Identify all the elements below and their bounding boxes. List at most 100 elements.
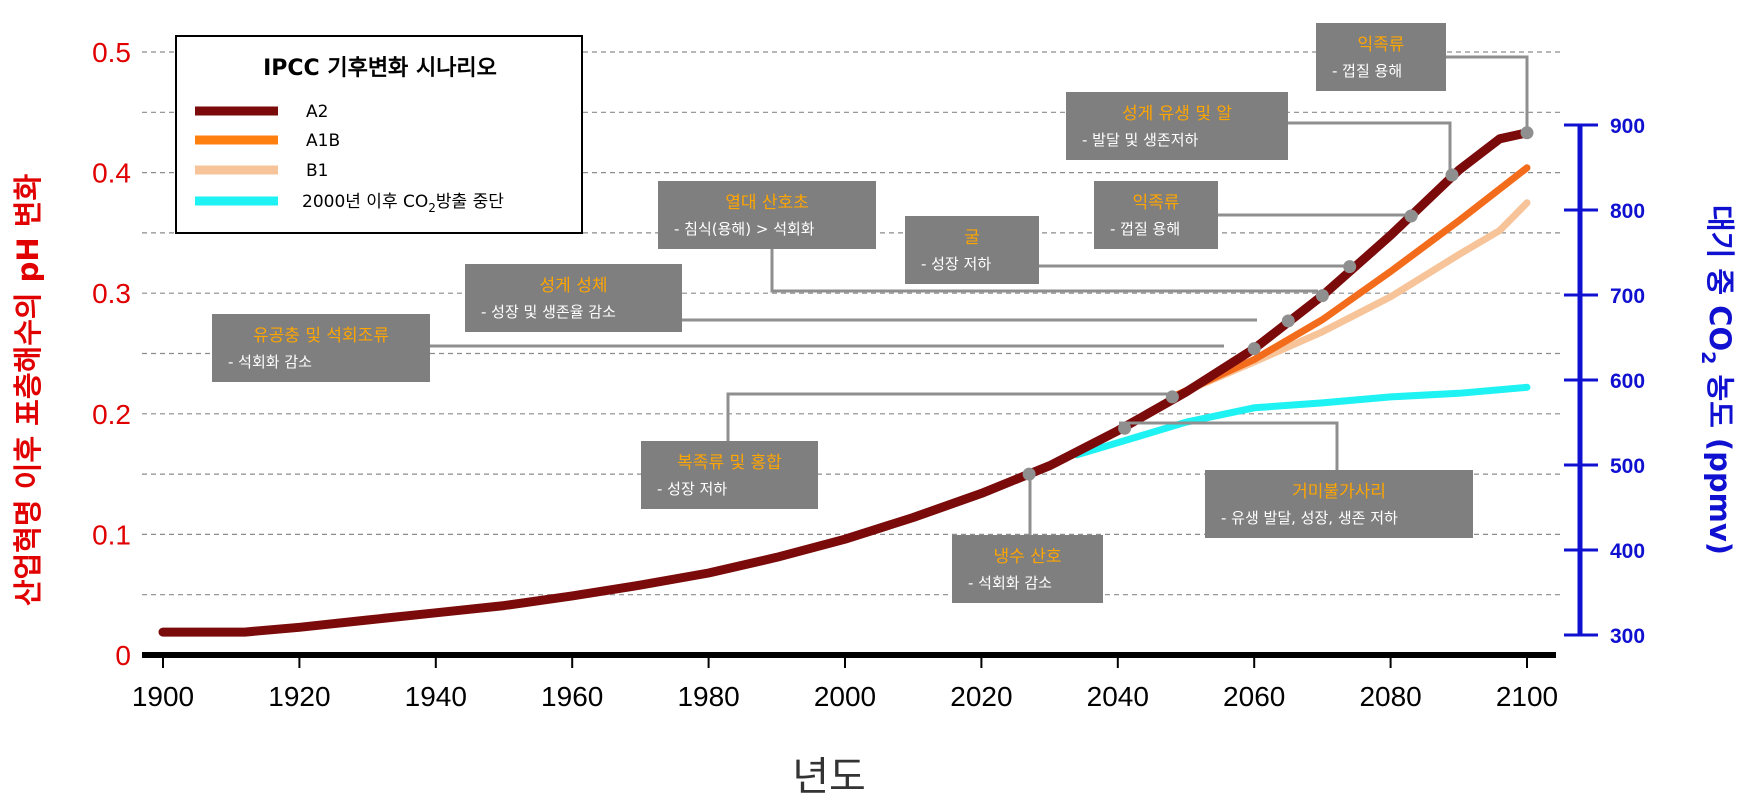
y-axis-label-right-sub: 2 — [1697, 351, 1719, 364]
x-tick-label: 1980 — [677, 681, 739, 712]
annotation-title: 굴 — [964, 228, 980, 248]
annotation-title: 유공충 및 석회조류 — [253, 326, 389, 346]
y-right-tick-label: 500 — [1610, 455, 1645, 478]
x-axis-label: 년도 — [792, 754, 866, 800]
annotation-box-bg — [952, 535, 1103, 603]
y-left-tick-label: 0.1 — [92, 519, 131, 550]
annotation-subtitle: - 석회화 감소 — [228, 353, 312, 371]
annotation-leader-line — [1288, 121, 1452, 178]
annotation-subtitle: - 껍질 용해 — [1332, 62, 1402, 80]
annotation-marker — [1520, 126, 1534, 140]
annotation-title: 성게 성체 — [540, 276, 608, 296]
x-tick-label: 2000 — [814, 681, 876, 712]
annotation-leader-line — [770, 249, 1318, 293]
annotation-subtitle: - 침식(용해) > 석회화 — [674, 220, 815, 238]
x-tick-label: 2040 — [1087, 681, 1149, 712]
y-right-tick-label: 800 — [1610, 200, 1645, 223]
legend-title: IPCC 기후변화 시나리오 — [263, 56, 497, 81]
annotation-box: 성게 성체 - 성장 및 생존율 감소 — [465, 264, 682, 332]
annotation-marker — [1404, 209, 1418, 223]
annotation-title: 냉수 산호 — [994, 547, 1062, 567]
legend-label: B1 — [306, 161, 328, 181]
x-tick-label: 1920 — [268, 681, 330, 712]
axes: 1900 1920 1940 1960 1980 2000 2020 2040 2060 2080… — [92, 37, 1645, 712]
x-tick-label: 1960 — [541, 681, 603, 712]
annotation-title: 거미불가사리 — [1292, 482, 1386, 502]
y-right-tick-label: 700 — [1610, 285, 1645, 308]
y-left-tick-label: 0.4 — [92, 158, 131, 189]
annotation-box: 유공충 및 석회조류 - 석회화 감소 — [212, 314, 430, 382]
legend: IPCC 기후변화 시나리오 A2 A1B B1 2000년 이후 CO2방출 중단 — [175, 35, 583, 234]
annotation-box-bg — [1094, 181, 1218, 249]
y-axis-label-right-text: 대기 중 CO2 농도 (ppmv) — [1697, 205, 1737, 555]
annotation-box: 거미불가사리 - 유생 발달, 성장, 생존 저하 — [1205, 470, 1473, 538]
annotation-box-bg — [905, 216, 1039, 284]
annotation-leader-line — [726, 392, 1170, 441]
annotation-marker — [1315, 289, 1329, 303]
annotation-box-bg — [641, 441, 818, 509]
y-right-tick-label: 400 — [1610, 540, 1645, 563]
annotation-subtitle: - 성장 및 생존율 감소 — [481, 303, 616, 321]
legend-label-suffix: 방출 중단 — [436, 192, 504, 212]
annotation-leader-line — [1446, 55, 1529, 131]
annotation-box: 성게 유생 및 알 - 발달 및 생존저하 — [1066, 92, 1288, 160]
annotation-title: 열대 산호초 — [725, 193, 809, 213]
legend-label-part: 2000년 이후 CO — [302, 192, 428, 212]
annotation-box-bg — [1316, 23, 1446, 91]
annotation-box: 열대 산호초 - 침식(용해) > 석회화 — [658, 181, 876, 249]
annotation-subtitle: - 석회화 감소 — [968, 574, 1052, 592]
annotation-title: 성게 유생 및 알 — [1122, 104, 1232, 124]
annotation-marker — [1022, 467, 1036, 481]
annotation-box-bg — [212, 314, 430, 382]
annotation-leader-line — [1119, 421, 1339, 470]
annotation-title: 익족류 — [1358, 35, 1405, 55]
y-axis-label-right: 대기 중 CO2 농도 (ppmv) — [1697, 205, 1737, 555]
annotation-marker — [1445, 168, 1459, 182]
annotation-marker — [1343, 260, 1357, 274]
y-left-tick-label: 0.2 — [92, 399, 131, 430]
annotation-marker — [1165, 390, 1179, 404]
legend-label: A1B — [306, 131, 340, 151]
x-tick-label: 1940 — [405, 681, 467, 712]
annotation-box: 복족류 및 홍합 - 성장 저하 — [641, 441, 818, 509]
x-tick-label: 2020 — [950, 681, 1012, 712]
annotation-box: 익족류 - 껍질 용해 — [1094, 181, 1218, 249]
annotation-subtitle: - 유생 발달, 성장, 생존 저하 — [1221, 509, 1398, 527]
series-line-2000년 이후 CO2방출 중단 — [1073, 383, 1531, 459]
annotation-marker — [1281, 314, 1295, 328]
annotation-title: 복족류 및 홍합 — [677, 453, 782, 473]
x-tick-label: 2080 — [1359, 681, 1421, 712]
y-axis-label-right-part2: 농도 (ppmv) — [1703, 364, 1737, 555]
legend-entries: A2 A1B B1 2000년 이후 CO2방출 중단 — [195, 102, 504, 215]
annotation-subtitle: - 발달 및 생존저하 — [1082, 131, 1199, 149]
legend-label-sub: 2 — [428, 201, 436, 215]
series-line-A1B — [1168, 164, 1531, 401]
annotation-title: 익족류 — [1133, 193, 1180, 213]
x-tick-label: 2100 — [1496, 681, 1558, 712]
y-right-tick-label: 600 — [1610, 370, 1645, 393]
annotation-marker — [1247, 342, 1261, 356]
y-axis-label-left: 산업혁명 이후 표층해수의 pH 변화 — [11, 174, 45, 607]
annotation-box: 익족류 - 껍질 용해 — [1316, 23, 1446, 91]
x-tick-label: 2060 — [1223, 681, 1285, 712]
y-axis-label-right-part1: 대기 중 CO — [1703, 205, 1737, 351]
y-left-tick-label: 0 — [115, 640, 131, 671]
annotation-box-bg — [1205, 470, 1473, 538]
legend-label: 2000년 이후 CO2방출 중단 — [302, 192, 504, 215]
x-tick-label: 1900 — [132, 681, 194, 712]
annotation-box: 굴 - 성장 저하 — [905, 216, 1039, 284]
annotation-subtitle: - 성장 저하 — [657, 480, 727, 498]
series-layer — [158, 128, 1532, 637]
annotation-subtitle: - 껍질 용해 — [1110, 220, 1180, 238]
y-right-tick-label: 300 — [1610, 625, 1645, 648]
annotation-box-bg — [658, 181, 876, 249]
y-left-tick-label: 0.5 — [92, 37, 131, 68]
series-line-A2 — [158, 128, 1532, 637]
annotation-box: 냉수 산호 - 석회화 감소 — [952, 535, 1103, 603]
annotation-box-bg — [1066, 92, 1288, 160]
legend-label: A2 — [306, 102, 328, 122]
annotation-box-bg — [465, 264, 682, 332]
y-left-tick-label: 0.3 — [92, 278, 131, 309]
y-right-tick-label: 900 — [1610, 115, 1645, 138]
